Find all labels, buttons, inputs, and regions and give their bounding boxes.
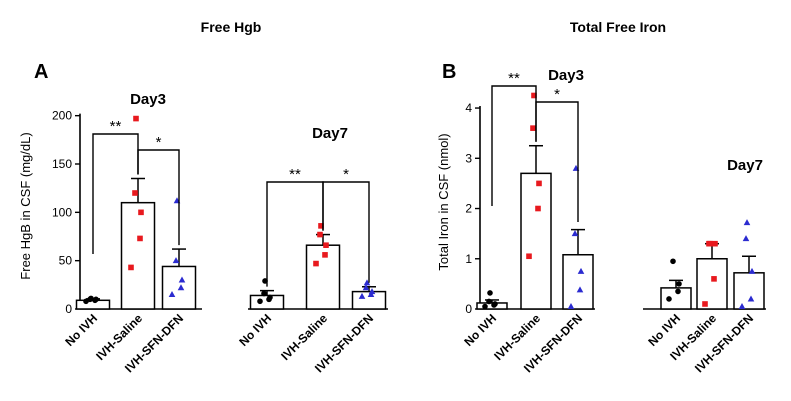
- day-label: Day7: [312, 125, 348, 142]
- significance-label: **: [289, 166, 301, 183]
- data-point-no-ivh: [93, 296, 99, 303]
- y-tick-label: 100: [52, 205, 72, 219]
- data-point-ivh-sfn-dfn: [358, 292, 366, 299]
- significance-label: *: [156, 134, 162, 151]
- data-point-ivh-saline: [133, 115, 139, 122]
- data-point-no-ivh: [261, 290, 267, 297]
- bar: [161, 265, 197, 310]
- data-point-ivh-saline: [536, 180, 542, 187]
- y-tick-label: 0: [65, 302, 72, 316]
- bar: [733, 272, 765, 310]
- y-axis-label: Free HgB in CSF (mg/dL): [18, 132, 33, 279]
- bar: [120, 201, 156, 310]
- chart-title: Total Free Iron: [570, 19, 666, 35]
- y-tick-label: 150: [52, 157, 72, 171]
- bar: [351, 290, 387, 310]
- significance-label: **: [110, 118, 122, 135]
- data-point-ivh-saline: [712, 240, 718, 247]
- y-tick-label: 3: [465, 151, 472, 165]
- data-point-ivh-saline: [711, 276, 717, 282]
- y-axis-label: Total Iron in CSF (nmol): [436, 133, 451, 270]
- panel-letter: B: [442, 61, 456, 83]
- data-point-ivh-saline: [313, 260, 319, 267]
- panel-letter: A: [34, 61, 48, 83]
- y-tick-label: 4: [465, 101, 472, 115]
- data-point-ivh-saline: [138, 209, 144, 216]
- data-point-ivh-sfn-dfn: [178, 276, 186, 283]
- data-point-no-ivh: [487, 290, 493, 296]
- data-point-ivh-sfn-dfn: [577, 267, 585, 274]
- data-point-ivh-sfn-dfn: [172, 257, 180, 264]
- data-point-ivh-sfn-dfn: [177, 284, 185, 291]
- day-label: Day3: [130, 91, 166, 108]
- significance-label: *: [554, 86, 560, 103]
- data-point-ivh-saline: [531, 92, 537, 99]
- data-point-no-ivh: [666, 296, 672, 302]
- significance-bracket: [535, 101, 579, 222]
- data-point-no-ivh: [482, 303, 488, 310]
- panel-b: Total Free Iron B 0 1 2 3 4 Total Iron in CSF (…: [436, 19, 766, 375]
- y-tick-label: 0: [465, 302, 472, 316]
- data-point-ivh-sfn-dfn: [747, 295, 755, 302]
- x-category-label: No IVH: [461, 311, 499, 349]
- data-point-no-ivh: [670, 258, 676, 265]
- panel-a: Free Hgb A 0 50 100 150 200 Free HgB in CSF (mg…: [18, 19, 388, 375]
- data-point-no-ivh: [492, 301, 498, 307]
- significance-bracket: [322, 181, 370, 283]
- data-point-ivh-sfn-dfn: [576, 286, 584, 293]
- data-point-ivh-saline: [132, 190, 138, 196]
- data-point-ivh-saline: [137, 235, 143, 242]
- data-point-ivh-sfn-dfn: [362, 284, 370, 291]
- chart-title: Free Hgb: [201, 19, 262, 35]
- data-point-ivh-saline: [702, 301, 708, 307]
- data-point-no-ivh: [257, 298, 263, 305]
- data-point-ivh-saline: [526, 253, 532, 260]
- data-point-ivh-sfn-dfn: [738, 302, 746, 309]
- bar: [696, 258, 728, 310]
- data-point-ivh-sfn-dfn: [742, 235, 750, 242]
- significance-bracket: [137, 149, 180, 246]
- y-tick-label: 50: [59, 254, 73, 268]
- data-point-no-ivh: [486, 298, 492, 305]
- data-point-ivh-saline: [128, 264, 134, 271]
- y-tick-label: 2: [465, 202, 472, 216]
- data-point-no-ivh: [88, 295, 94, 302]
- data-point-no-ivh: [675, 288, 681, 295]
- data-point-ivh-sfn-dfn: [168, 291, 176, 297]
- data-point-ivh-saline: [535, 205, 541, 212]
- bar: [562, 253, 594, 310]
- data-point-no-ivh: [676, 281, 682, 287]
- data-point-no-ivh: [267, 294, 273, 301]
- significance-label: *: [343, 166, 349, 183]
- data-point-ivh-saline: [530, 125, 536, 131]
- day-label: Day7: [727, 157, 763, 174]
- significance-label: **: [508, 70, 520, 87]
- data-point-ivh-sfn-dfn: [748, 267, 756, 274]
- data-point-ivh-saline: [323, 242, 329, 248]
- data-point-ivh-saline: [707, 240, 713, 247]
- day-label: Day3: [548, 67, 584, 84]
- data-point-ivh-saline: [318, 223, 324, 229]
- data-point-ivh-sfn-dfn: [571, 230, 579, 237]
- data-point-ivh-sfn-dfn: [368, 288, 376, 295]
- y-tick-label: 200: [52, 109, 72, 123]
- bar: [520, 172, 552, 310]
- data-point-ivh-sfn-dfn: [363, 279, 371, 286]
- data-point-ivh-sfn-dfn: [567, 302, 575, 309]
- x-category-label: No IVH: [62, 311, 100, 349]
- data-point-ivh-saline: [317, 231, 323, 238]
- x-category-label: No IVH: [236, 311, 274, 349]
- y-tick-label: 1: [465, 252, 472, 266]
- data-point-ivh-sfn-dfn: [743, 219, 751, 226]
- data-point-ivh-saline: [322, 252, 328, 258]
